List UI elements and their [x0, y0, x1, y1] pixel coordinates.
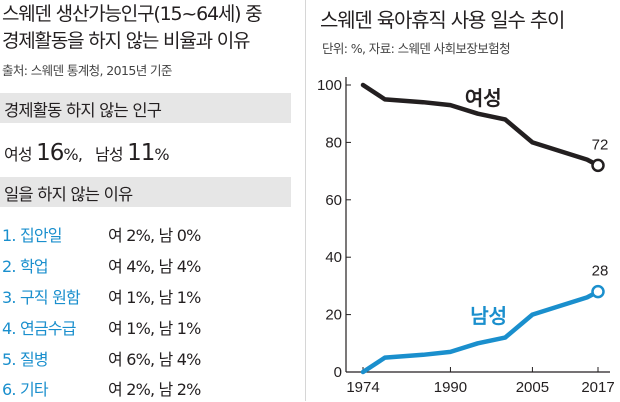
reason-item: 3. 구직 원함 여 1%, 남 1% [2, 284, 292, 310]
section2-heading: 일을 하지 않는 이유 [4, 185, 133, 204]
summary-female-value: 16 [36, 140, 64, 166]
summary-female-label: 여성 [4, 145, 33, 164]
reason-label: 1. 집안일 [2, 226, 63, 245]
reason-value: 여 4%, 남 4% [108, 257, 201, 276]
reason-value: 여 1%, 남 1% [108, 319, 201, 338]
left-panel: 스웨덴 생산가능인구(15~64세) 중 경제활동을 하지 않는 비율과 이유 … [0, 0, 300, 401]
y-tick-label: 100 [317, 77, 342, 94]
left-title-line1: 스웨덴 생산가능인구(15~64세) 중 [2, 3, 263, 25]
reason-label: 6. 기타 [2, 380, 49, 399]
right-panel: 스웨덴 육아휴직 사용 일수 추이 단위: %, 자료: 스웨덴 사회보장보험청… [310, 0, 620, 401]
y-tick-label: 80 [325, 134, 342, 151]
series-line-male [360, 289, 601, 375]
reason-label: 3. 구직 원함 [2, 288, 81, 307]
reason-value: 여 2%, 남 0% [108, 226, 201, 245]
y-tick-label: 0 [334, 364, 342, 381]
reason-value: 여 2%, 남 2% [108, 380, 201, 399]
x-tick-label: 1974 [346, 379, 379, 396]
series-end-value-label: 72 [592, 136, 609, 153]
x-tick-label: 2005 [516, 379, 549, 396]
series-line-female [360, 82, 601, 168]
x-tick-label: 2017 [581, 379, 614, 396]
summary-row: 여성 16%, 남성 11% [4, 140, 170, 166]
x-tick-label: 1990 [434, 379, 467, 396]
reason-value: 여 6%, 남 4% [108, 350, 201, 369]
left-title-line2: 경제활동을 하지 않는 비율과 이유 [2, 30, 250, 52]
series-label-female: 여성 [465, 86, 502, 110]
reason-item: 1. 집안일 여 2%, 남 0% [2, 222, 292, 248]
summary-male-value: 11 [127, 140, 155, 166]
reason-value: 여 1%, 남 1% [108, 288, 201, 307]
y-tick-label: 60 [325, 192, 342, 209]
section2-band: 일을 하지 않는 이유 [0, 177, 291, 207]
y-tick-label: 20 [325, 307, 342, 324]
reason-item: 2. 학업 여 4%, 남 4% [2, 253, 292, 279]
reason-item: 4. 연금수급 여 1%, 남 1% [2, 315, 292, 341]
panel-divider [305, 0, 306, 401]
summary-male-label: 남성 [94, 145, 124, 164]
section1-heading: 경제활동 하지 않는 인구 [4, 101, 162, 120]
reason-item: 5. 질병 여 6%, 남 4% [2, 346, 292, 372]
series-label-male: 남성 [470, 304, 507, 328]
reason-label: 4. 연금수급 [2, 319, 76, 338]
reason-label: 5. 질병 [2, 350, 49, 369]
section1-band: 경제활동 하지 않는 인구 [0, 93, 291, 123]
series-end-marker [591, 158, 605, 173]
reason-item: 6. 기타 여 2%, 남 2% [2, 376, 292, 402]
summary-male-unit: % [154, 145, 169, 164]
chart-title: 스웨덴 육아휴직 사용 일수 추이 [320, 8, 565, 32]
series-end-marker [591, 284, 605, 299]
left-source: 출처: 스웨덴 통계청, 2015년 기준 [2, 63, 172, 78]
summary-female-unit: % [63, 145, 78, 164]
chart-subtitle: 단위: %, 자료: 스웨덴 사회보장보험청 [322, 41, 511, 56]
y-tick-label: 40 [325, 249, 342, 266]
reason-label: 2. 학업 [2, 257, 49, 276]
series-end-value-label: 28 [592, 263, 609, 280]
